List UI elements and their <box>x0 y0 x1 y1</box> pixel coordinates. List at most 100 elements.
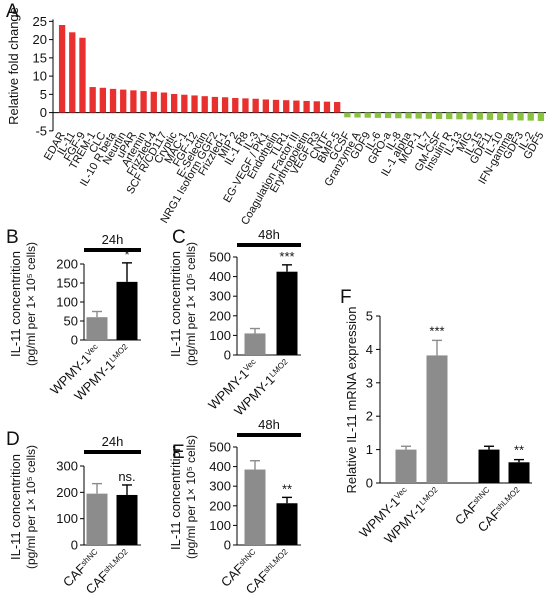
category-sup: shLMO2 <box>261 547 289 575</box>
y-tick-label: 400 <box>209 269 231 284</box>
y-tick-label: 200 <box>209 308 231 323</box>
bar <box>517 112 524 121</box>
y-tick-label: 400 <box>209 459 231 474</box>
y-axis-label: IL-11 concentrition <box>168 251 183 357</box>
bar <box>507 112 514 121</box>
bar <box>116 494 138 545</box>
y-axis-label: Relative IL-11 mRNA expression <box>344 307 359 494</box>
bar <box>344 112 351 118</box>
y-tick-label: 0 <box>71 538 78 553</box>
y-tick-label: 50 <box>64 314 78 329</box>
header-label: 24h <box>102 434 124 449</box>
bar <box>466 112 473 120</box>
bar <box>116 281 138 340</box>
bar <box>252 98 259 113</box>
bar <box>527 112 534 121</box>
significance-label: ** <box>514 443 524 458</box>
y-tick-label: 100 <box>209 518 231 533</box>
y-tick-label: 0 <box>366 476 373 491</box>
bar <box>160 92 168 113</box>
category-sup: LMO2 <box>417 485 439 507</box>
bar <box>109 88 117 113</box>
panel-letter-f: F <box>340 287 352 308</box>
significance-label: ns. <box>118 469 135 484</box>
significance-label: *** <box>279 249 294 264</box>
bar <box>313 101 320 113</box>
bar <box>323 101 331 113</box>
y-axis-label-units: (pg/ml per 1× 10⁵ cells) <box>24 445 38 569</box>
significance-label: *** <box>429 323 444 338</box>
y-tick-label: 20 <box>33 32 47 47</box>
bar <box>276 271 298 355</box>
bar <box>395 449 417 483</box>
panel-letter-b: B <box>6 227 19 248</box>
category-sup: LMO2 <box>107 342 129 364</box>
category-sup: shNC <box>79 547 100 568</box>
bar <box>435 112 443 119</box>
significance-label: * <box>124 247 129 262</box>
y-tick-label: 100 <box>209 328 231 343</box>
bar <box>181 94 188 113</box>
y-tick-label: -5 <box>35 123 47 138</box>
y-tick-label: 500 <box>209 250 231 265</box>
bar <box>374 112 382 118</box>
bar <box>262 99 270 113</box>
y-tick-label: 15 <box>33 50 47 65</box>
y-tick-label: 300 <box>209 479 231 494</box>
y-tick-label: 100 <box>56 295 78 310</box>
bar <box>303 100 310 113</box>
panel-letter-d: D <box>6 429 20 450</box>
y-axis-label: IL-11 concentrition <box>168 444 183 550</box>
bar <box>221 97 229 113</box>
bar <box>276 503 298 545</box>
bar <box>89 87 96 113</box>
bar <box>69 32 76 113</box>
y-axis-label: Relative fold change <box>6 7 21 125</box>
bar <box>354 112 361 118</box>
bar <box>293 100 300 113</box>
category-sup: shLMO2 <box>493 485 521 513</box>
bar <box>150 91 157 113</box>
y-axis-label-units: (pg/ml per 1× 10⁵ cells) <box>184 242 198 366</box>
category-sup: shNC <box>237 547 258 568</box>
y-tick-label: 1 <box>366 442 373 457</box>
y-tick-label: 0 <box>40 105 47 120</box>
bar <box>244 469 266 545</box>
y-tick-label: 4 <box>366 342 373 357</box>
y-tick-label: 500 <box>209 440 231 455</box>
y-tick-label: 10 <box>33 69 47 84</box>
panel-letter-a: A <box>6 1 19 22</box>
bar <box>201 96 208 113</box>
bar <box>384 112 392 119</box>
bar <box>333 102 341 113</box>
bar <box>86 317 108 340</box>
bar <box>191 95 198 113</box>
bar <box>537 112 545 121</box>
bar <box>425 112 433 119</box>
category-sup: shLMO2 <box>101 547 129 575</box>
y-tick-label: 5 <box>366 309 373 324</box>
bar <box>244 333 266 355</box>
y-axis-label-units: (pg/ml per 1× 10⁵ cells) <box>24 242 38 366</box>
bar <box>120 89 127 113</box>
bar <box>58 25 66 113</box>
y-tick-label: 5 <box>40 87 47 102</box>
bar <box>395 112 402 119</box>
panel-c: C 0 100 200 300 400 500 IL-11 concentrition (pg/… <box>168 227 301 419</box>
bar <box>476 112 483 120</box>
y-tick-label: 200 <box>209 498 231 513</box>
y-tick-label: 3 <box>366 375 373 390</box>
header-label: 48h <box>258 227 280 242</box>
y-tick-label: 25 <box>33 14 47 29</box>
bar <box>170 93 178 113</box>
panel-d: D 0 100 200 300 IL-11 concentrition (pg/ml per… <box>6 429 141 597</box>
bar <box>242 98 249 113</box>
header-label: 24h <box>102 232 124 247</box>
panel-letter-e: E <box>172 442 185 463</box>
bar <box>140 91 147 113</box>
bar <box>426 355 448 483</box>
bar <box>456 112 463 120</box>
bar <box>405 112 412 119</box>
bar <box>79 37 86 113</box>
